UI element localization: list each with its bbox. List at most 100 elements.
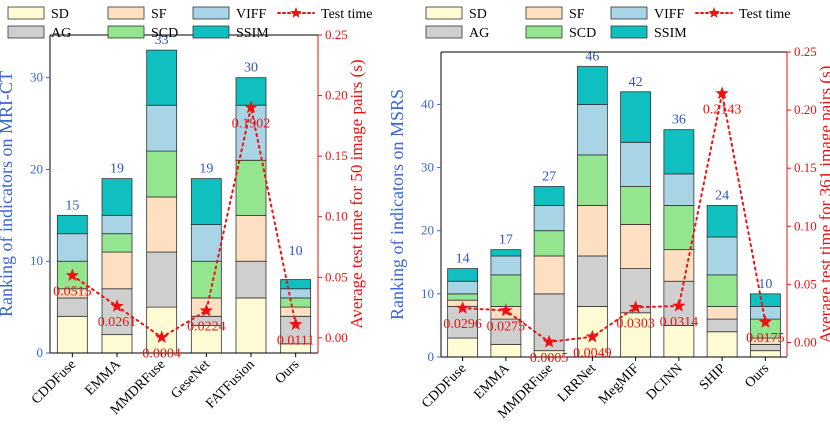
total-label-megmif: 42 [629,75,643,90]
total-label-emma: 17 [499,233,513,248]
test-time-line [461,93,767,343]
total-label-fatfusion: 30 [244,61,258,76]
legend-label-test-time: Test time [739,7,791,22]
legend-swatch-sd [7,6,45,20]
test-time-point-ours [289,317,303,331]
legend-swatch-ssim [192,25,230,39]
total-label-lrrnet: 46 [585,50,599,65]
test-time-label-mmdrfuse: 0.0004 [142,346,181,361]
x-tick-label-cddfuse: CDDFuse [419,361,469,411]
bar-fatfusion-viff [235,104,267,161]
legend-label-ssim: SSIM [236,26,269,41]
right-tick-label: 0.15 [794,160,817,175]
test-time-line [71,107,297,339]
legend-label-sd: SD [469,7,487,22]
bar-ours-viff [280,288,312,299]
left-axis-title: Ranking of indicators on MSRS [387,89,407,320]
right-tick-label: 0.15 [325,148,348,163]
test-time-label-emma: 0.0261 [98,315,137,330]
test-time-point-emma [110,299,124,312]
bar-lrrnet-sf [576,205,608,257]
bar-mmdrfuse-sf [533,255,565,295]
test-time-point-cddfuse [65,268,79,282]
test-time-point-gesenet [199,303,213,317]
bar-gesenet-ssim [190,178,222,225]
legend-label-ssim: SSIM [654,26,687,41]
bar-mmdrfuse-ssim [533,186,565,206]
bar-cddfuse-sd [56,315,88,354]
bar-ours-sd [749,350,781,358]
right-tick-label: 0.05 [325,269,348,284]
test-time-label-mmdrfuse: 0.0005 [530,351,569,366]
bar-mmdrfuse-viff [533,205,565,232]
total-label-mmdrfuse: 33 [155,33,169,48]
legend-label-scd: SCD [569,26,596,41]
x-tick-label-emma: EMMA [82,357,124,399]
chart-panel-msrs: 14 17 27 46 42 36 24 10 0 10 20 30 40 0.00 0.05 0.10 0.1… [387,6,830,422]
test-time-point-mmdrfuse [155,330,169,344]
legend-test-time-marker [290,7,302,18]
bar-emma-ag [101,288,133,336]
bar-lrrnet-ssim [576,66,608,105]
bar-lrrnet-ag [576,255,608,307]
x-tick-label-emma: EMMA [471,361,513,403]
test-time-label-ours: 0.0175 [746,331,785,346]
test-time-point-megmif [628,300,643,313]
right-axis-title: Average test time for 50 image pairs (s) [347,59,366,328]
left-tick-label: 20 [30,161,43,176]
bar-megmif-scd [620,186,652,225]
test-time-label-cddfuse: 0.0515 [53,284,92,299]
legend-label-sf: SF [569,7,585,22]
bar-mmdrfuse-ssim [146,49,178,106]
bar-ship-ssim [706,205,738,238]
x-tick-label-gesenet: GeseNet [168,357,213,402]
bar-megmif-sd [620,312,652,358]
bar-dcinn-scd [663,205,695,251]
bar-emma-ag [490,318,522,345]
right-tick-label: 0.00 [794,334,817,349]
test-time-label-megmif: 0.0303 [616,316,655,331]
bar-cddfuse-viff [56,233,88,262]
left-tick-label: 10 [30,253,43,268]
test-time-point-ours [758,315,773,328]
x-tick-label-lrrnet: LRRNet [555,361,599,405]
left-tick-label: 30 [421,160,434,175]
bar-cddfuse-ssim [56,214,88,235]
bar-emma-ssim [101,178,133,216]
legend-swatch-ag [7,25,45,39]
x-tick-label-dcinn: DCINN [644,361,686,403]
left-axis-title: Ranking of indicators on MRI-CT [0,71,16,317]
bar-megmif-sf [620,223,652,269]
bar-fatfusion-scd [235,159,267,216]
legend-label-ag: AG [51,26,71,41]
bar-ours-ssim [749,293,781,307]
right-tick-label: 0.20 [325,88,348,103]
bar-emma-sd [101,334,133,354]
bar-mmdrfuse-sd [146,306,178,354]
test-time-point-ship [715,86,729,100]
bar-lrrnet-scd [576,154,608,206]
bar-emma-scd [490,274,522,307]
bar-cddfuse-sd [447,337,479,358]
right-tick-label: 0.25 [794,44,817,59]
x-tick-label-cddfuse: CDDFuse [29,357,79,407]
bar-emma-viff [101,214,133,235]
legend-label-viff: VIFF [654,7,685,22]
bar-fatfusion-sf [235,214,267,262]
legend-label-scd: SCD [151,26,178,41]
bar-cddfuse-ssim [447,268,479,282]
bar-dcinn-ssim [663,129,695,175]
bar-mmdrfuse-viff [146,104,178,152]
left-tick-label: 0 [37,345,44,360]
test-time-label-dcinn: 0.0314 [660,315,699,330]
legend: SD SF VIFF Test time AG SCD SSIM [7,6,373,41]
bar-emma-ssim [490,249,522,257]
bar-ship-scd [706,274,738,307]
test-time-label-emma: 0.0275 [487,320,526,335]
test-time-label-cddfuse: 0.0296 [443,317,482,332]
legend-swatch-viff [192,6,230,20]
x-tick-label-ours: Ours [273,357,303,387]
left-tick-label: 0 [428,349,435,364]
legend-label-sd: SD [51,7,69,22]
